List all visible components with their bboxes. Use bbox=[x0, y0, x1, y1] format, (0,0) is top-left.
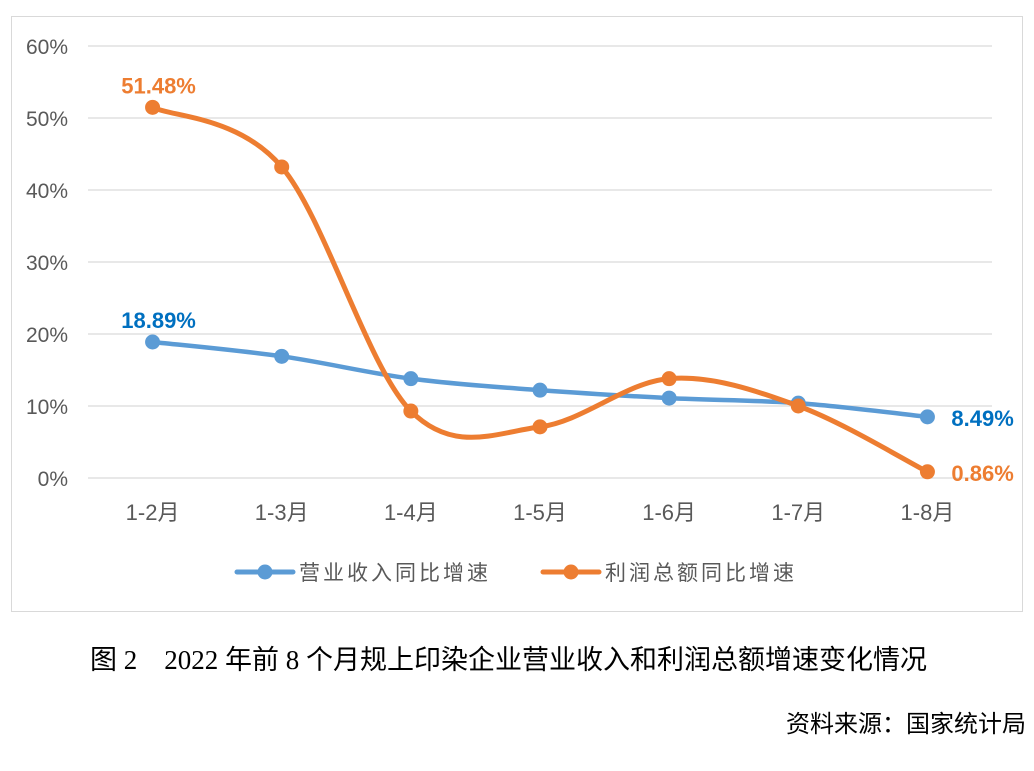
data-point bbox=[790, 398, 806, 414]
y-tick-label: 50% bbox=[26, 108, 68, 131]
x-tick-label: 1-2月 bbox=[126, 500, 180, 525]
data-label: 51.48% bbox=[121, 73, 196, 98]
y-tick-label: 60% bbox=[26, 36, 68, 59]
line-chart: 0% 10% 20% 30% 40% 50% 60% 1-2月 1-3月 1-4月 1-5月 1-6月… bbox=[26, 36, 1014, 585]
x-tick-label: 1-5月 bbox=[513, 500, 567, 525]
data-point bbox=[919, 409, 935, 425]
series-line bbox=[150, 104, 930, 475]
data-label: 18.89% bbox=[121, 308, 196, 333]
data-point bbox=[661, 371, 677, 387]
figure-caption: 图 2 2022 年前 8 个月规上印染企业营业收入和利润总额增速变化情况 bbox=[90, 645, 927, 675]
x-tick-label: 1-7月 bbox=[771, 500, 825, 525]
y-tick-label: 30% bbox=[26, 252, 68, 275]
y-tick-label: 0% bbox=[38, 468, 68, 491]
y-tick-label: 40% bbox=[26, 180, 68, 203]
data-point bbox=[145, 99, 161, 115]
y-tick-label: 10% bbox=[26, 396, 68, 419]
x-tick-label: 1-4月 bbox=[384, 500, 438, 525]
data-point bbox=[403, 403, 419, 419]
legend-marker bbox=[563, 564, 579, 580]
data-label: 8.49% bbox=[951, 406, 1013, 431]
chart-frame bbox=[11, 16, 1023, 612]
data-point bbox=[403, 371, 419, 387]
data-point bbox=[532, 382, 548, 398]
data-point bbox=[274, 348, 290, 364]
data-point bbox=[919, 464, 935, 480]
data-point bbox=[532, 419, 548, 435]
data-point bbox=[145, 334, 161, 350]
data-point bbox=[661, 390, 677, 406]
x-tick-label: 1-3月 bbox=[255, 500, 309, 525]
source-note: 资料来源：国家统计局 bbox=[786, 710, 1026, 738]
x-tick-label: 1-8月 bbox=[901, 500, 955, 525]
x-tick-label: 1-6月 bbox=[642, 500, 696, 525]
legend-marker bbox=[257, 564, 273, 580]
y-tick-label: 20% bbox=[26, 324, 68, 347]
legend-label: 营业收入同比增速 bbox=[299, 561, 491, 585]
legend-label: 利润总额同比增速 bbox=[605, 561, 797, 585]
data-point bbox=[274, 159, 290, 175]
data-label: 0.86% bbox=[951, 461, 1013, 486]
